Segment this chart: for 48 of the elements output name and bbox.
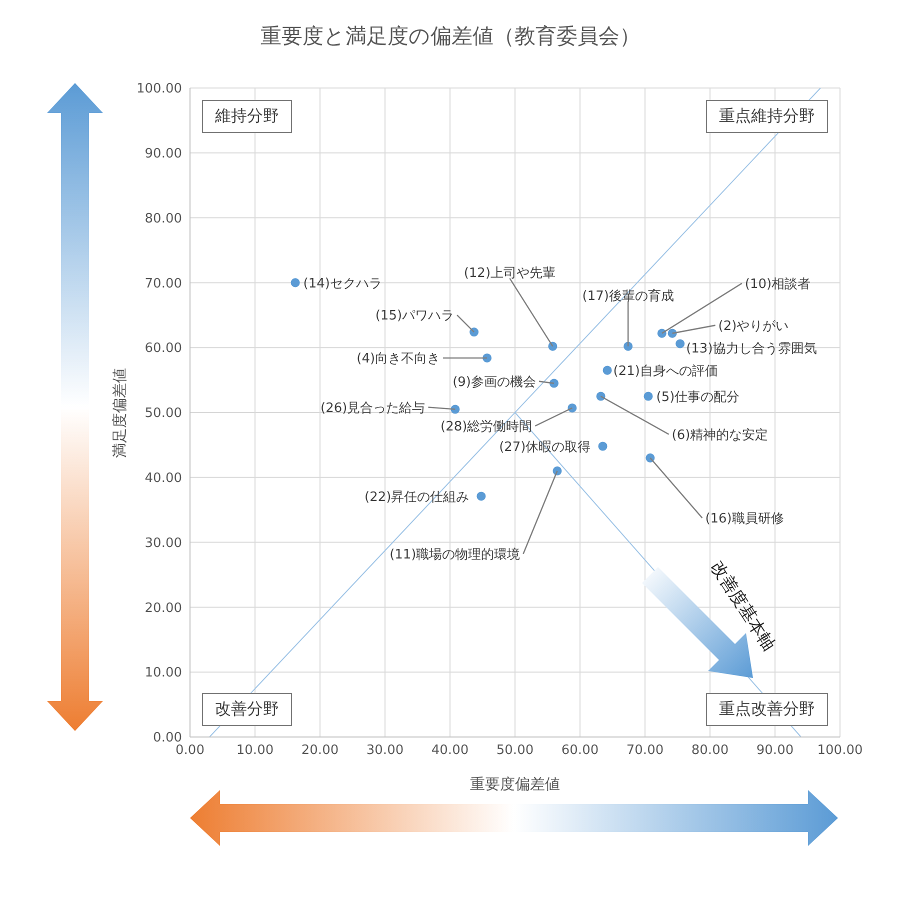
x-tick-label: 80.00 [691, 743, 729, 758]
annotation: 重点改善分野 [706, 693, 828, 726]
annotation: (14)セクハラ [303, 276, 382, 292]
x-tick-label: 20.00 [301, 743, 339, 758]
chart-title: 重要度と満足度の偏差値（教育委員会） [260, 23, 642, 50]
annotation: (6)精神的な安定 [672, 426, 768, 443]
annotation: 維持分野 [202, 100, 292, 133]
x-tick-label: 30.00 [366, 743, 404, 758]
y-tick-label: 60.00 [144, 341, 182, 356]
annotation: 改善度基本軸 [706, 557, 780, 656]
annotation: (17)後輩の育成 [582, 288, 674, 304]
y-tick-label: 0.00 [153, 730, 182, 746]
y-tick-label: 70.00 [144, 276, 182, 292]
annotation: (22)昇任の仕組み [364, 490, 470, 505]
y-tick-label: 90.00 [144, 146, 182, 162]
annotation: (12)上司や先輩 [464, 266, 556, 281]
annotation: (13)協力し合う雰囲気 [686, 341, 817, 356]
annotation: (10)相談者 [744, 276, 811, 292]
annotation: (21)自身への評価 [613, 364, 718, 379]
annotation: (28)総労働時間 [440, 420, 532, 435]
x-tick-label: 0.00 [176, 743, 204, 758]
annotation: (16)職員研修 [705, 511, 784, 526]
annotation: (5)仕事の配分 [656, 390, 740, 405]
annotation: (26)見合った給与 [320, 400, 426, 416]
y-tick-label: 30.00 [144, 536, 182, 551]
annotation: 改善分野 [202, 693, 292, 726]
y-tick-label: 80.00 [144, 211, 182, 226]
x-tick-label: 70.00 [626, 743, 664, 758]
y-tick-label: 50.00 [144, 406, 182, 422]
annotation: (11)職場の物理的環境 [390, 546, 520, 562]
x-tick-label: 90.00 [756, 743, 794, 758]
y-axis-title: 満足度偏差値 [110, 368, 130, 458]
x-tick-label: 40.00 [431, 743, 469, 758]
x-tick-label: 100.00 [817, 743, 863, 758]
annotation: (4)向き不向き [356, 352, 440, 367]
x-axis-title: 重要度偏差値 [469, 775, 561, 794]
y-tick-label: 10.00 [144, 666, 182, 681]
y-tick-label: 20.00 [144, 600, 182, 616]
y-tick-label: 40.00 [144, 471, 182, 486]
x-tick-label: 10.00 [236, 743, 274, 758]
annotation: 重点維持分野 [706, 100, 828, 133]
x-tick-label: 50.00 [496, 743, 534, 758]
annotation: (27)休暇の取得 [499, 440, 591, 455]
x-tick-label: 60.00 [561, 743, 599, 758]
annotation: (15)パワハラ [375, 308, 454, 324]
y-tick-label: 100.00 [136, 82, 182, 97]
annotation: (9)参画の機会 [452, 374, 536, 390]
annotation: (2)やりがい [718, 318, 789, 334]
